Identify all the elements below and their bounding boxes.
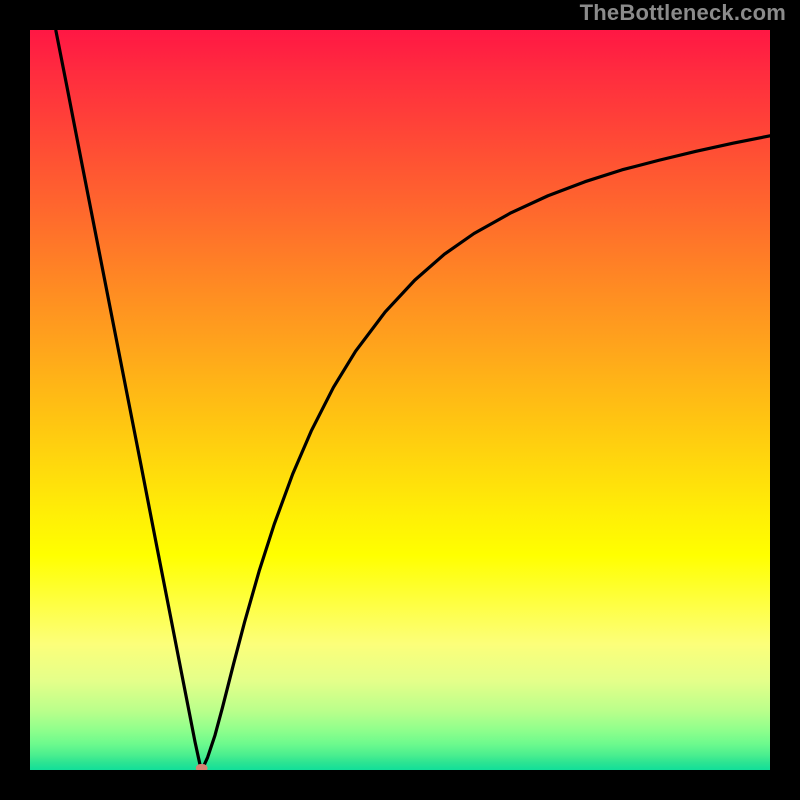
chart-container: TheBottleneck.com [0, 0, 800, 800]
plot-area [15, 15, 785, 785]
plot-background [30, 30, 770, 770]
chart-svg [0, 0, 800, 800]
watermark-label: TheBottleneck.com [580, 0, 786, 26]
